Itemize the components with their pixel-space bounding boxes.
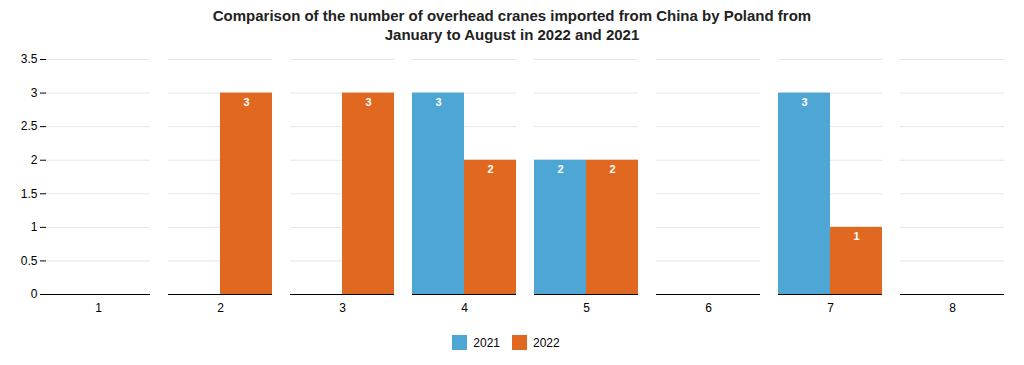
- svg-text:1: 1: [853, 230, 859, 242]
- svg-text:2: 2: [487, 163, 493, 175]
- svg-text:0: 0: [31, 287, 38, 301]
- svg-text:2: 2: [557, 163, 563, 175]
- svg-text:4: 4: [461, 301, 468, 315]
- svg-text:8: 8: [949, 301, 956, 315]
- svg-text:1: 1: [95, 301, 102, 315]
- svg-text:2: 2: [31, 153, 38, 167]
- svg-text:2: 2: [609, 163, 615, 175]
- svg-text:1.5: 1.5: [21, 187, 38, 201]
- svg-text:3: 3: [365, 96, 371, 108]
- svg-text:6: 6: [705, 301, 712, 315]
- html-text:2021: 2021: [473, 335, 500, 350]
- svg-text:1: 1: [31, 220, 38, 234]
- svg-text:2.5: 2.5: [21, 119, 38, 133]
- html-text:2022: 2022: [533, 335, 560, 350]
- svg-text:3: 3: [801, 96, 807, 108]
- html-text:Comparison of the number of ov: Comparison of the number of overhead cra…: [212, 7, 812, 43]
- svg-text:3: 3: [31, 86, 38, 100]
- svg-text:3.5: 3.5: [21, 52, 38, 66]
- svg-text:3: 3: [243, 96, 249, 108]
- svg-text:2: 2: [217, 301, 224, 315]
- svg-text:3: 3: [339, 301, 346, 315]
- svg-text:5: 5: [583, 301, 590, 315]
- svg-text:3: 3: [435, 96, 441, 108]
- svg-text:7: 7: [827, 301, 834, 315]
- svg-text:0.5: 0.5: [21, 254, 38, 268]
